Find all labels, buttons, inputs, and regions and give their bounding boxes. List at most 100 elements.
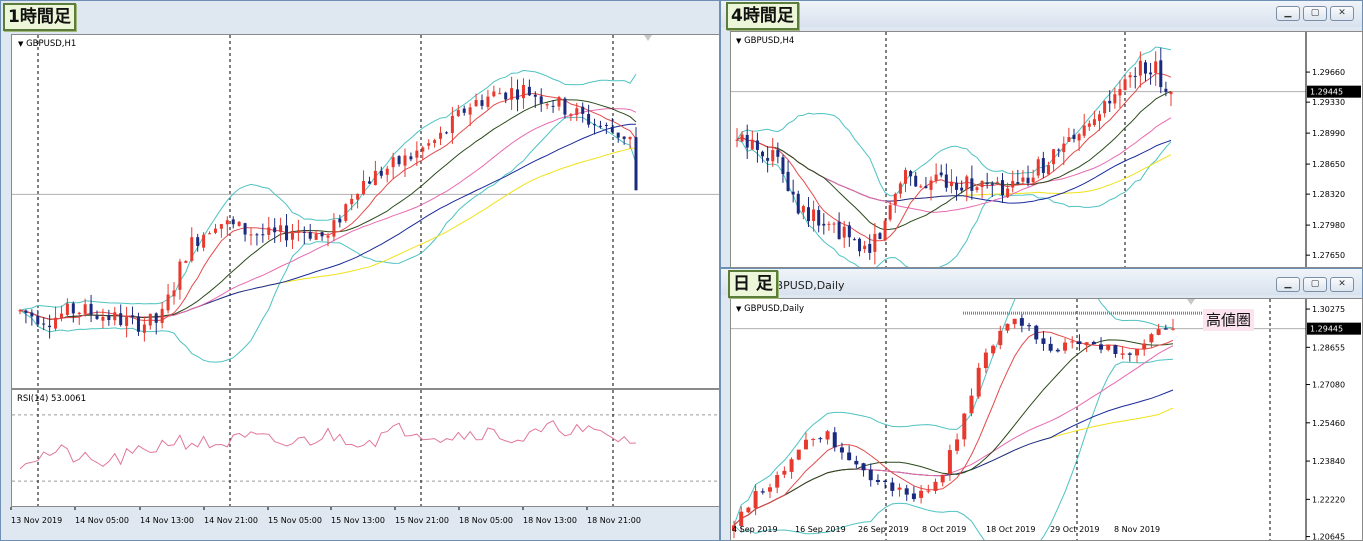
daily-candle-body <box>890 482 895 491</box>
maximize-icon[interactable]: ▢ <box>1303 277 1327 292</box>
h1-candle-body <box>545 104 549 106</box>
close-icon[interactable]: ✕ <box>1330 277 1354 292</box>
h1-candle-body <box>533 94 537 97</box>
daily-candle-body <box>811 438 816 440</box>
h4-candle-body <box>1143 62 1147 74</box>
h1-candle-body <box>539 96 543 104</box>
h4-candle-body <box>893 193 897 205</box>
daily-candle-body <box>1106 344 1111 350</box>
daily-candle-body <box>760 491 765 493</box>
h4-candle-body <box>822 223 826 226</box>
h4-candle-body <box>965 176 969 190</box>
h4-candle-body <box>944 174 948 188</box>
daily-candle-body <box>782 470 787 475</box>
h1-candle-body <box>450 115 454 134</box>
h4-title-bar[interactable]: ▁ ▢ ✕ <box>721 1 1362 27</box>
h1-candle-body <box>213 228 217 233</box>
daily-candle-body <box>796 449 801 460</box>
h4-candle-body <box>740 134 744 142</box>
h1-candle-body <box>279 225 283 233</box>
h1-candle-body <box>125 317 129 326</box>
h1-price-chart[interactable]: ▼ GBPUSD,H1 <box>11 34 720 389</box>
h4-candle-body <box>903 170 907 184</box>
daily-candle-body <box>1027 325 1032 327</box>
daily-candle-body <box>1163 328 1168 330</box>
daily-candle-body <box>1077 341 1082 345</box>
h4-candle-body <box>1092 119 1096 126</box>
daily-title-bar[interactable]: GBPUSD,Daily ▁ ▢ ✕ <box>721 269 1362 295</box>
h4-candle-body <box>761 151 765 157</box>
daily-candle-body <box>739 511 744 526</box>
dropdown-arrow-icon[interactable]: ▼ <box>18 40 24 48</box>
daily-candle-body <box>1171 328 1175 330</box>
h4-candle-body <box>1087 123 1091 127</box>
h1-candle-body <box>148 313 152 326</box>
h1-candle-body <box>521 84 525 99</box>
h1-candle-body <box>225 220 229 225</box>
daily-candle-body <box>861 463 866 471</box>
daily-price-chart[interactable]: 1.30275 1.28655 1.27080 1.25460 1.23840 1.222… <box>730 298 1363 541</box>
h4-candle-body <box>919 186 923 188</box>
h4-current-price-label: 1.29445 <box>1310 88 1343 97</box>
h1-candle-body <box>427 143 431 146</box>
h1-candle-body <box>243 223 247 235</box>
h4-candle-body <box>1046 165 1050 175</box>
h4-candle-body <box>796 193 800 214</box>
maximize-icon[interactable]: ▢ <box>1303 6 1327 21</box>
h1-candle-body <box>42 323 46 325</box>
daily-candle-body <box>1084 342 1089 346</box>
minimize-icon[interactable]: ▁ <box>1276 277 1300 292</box>
h1-candle-body <box>113 312 117 321</box>
h4-candle-body <box>786 171 790 191</box>
h1-candle-body <box>166 294 170 311</box>
h1-candle-body <box>54 317 58 329</box>
h4-candle-body <box>888 205 892 220</box>
h4-current-price-box <box>1307 85 1361 98</box>
h1-candle-body <box>136 316 140 332</box>
h1-candle-body <box>208 233 212 235</box>
h4-candle-body <box>975 187 979 190</box>
h4-candle-body <box>842 226 846 238</box>
h4-price-tick-label: 1.28320 <box>1312 190 1345 199</box>
daily-candle-body <box>962 413 967 440</box>
h4-candle-body <box>817 210 821 226</box>
dropdown-arrow-icon[interactable]: ▼ <box>736 305 742 313</box>
dropdown-arrow-icon[interactable]: ▼ <box>736 37 742 45</box>
daily-candle-body <box>1012 318 1017 325</box>
daily-candle-body <box>803 439 808 450</box>
h4-price-tick-label: 1.27650 <box>1312 251 1345 260</box>
h1-rsi-panel[interactable]: RSI(14) 53.0061 <box>11 389 720 507</box>
h1-candle-body <box>367 181 371 184</box>
h4-candle-body <box>1016 182 1020 184</box>
daily-time-axis: 4 Sep 2019 16 Sep 2019 26 Sep 2019 8 Oct 20… <box>732 525 1160 534</box>
h4-candle-body <box>1164 88 1168 92</box>
daily-time-tick-label: 26 Sep 2019 <box>858 525 909 534</box>
h4-candle-body <box>735 139 739 141</box>
h4-candle-body <box>1118 89 1122 96</box>
daily-candle-body <box>847 452 852 461</box>
daily-candle-body <box>1005 323 1010 331</box>
h1-symbol-label: GBPUSD,H1 <box>26 39 77 49</box>
h1-candle-body <box>107 314 111 320</box>
h4-candle-body <box>827 223 831 225</box>
h1-candle-body <box>18 310 22 312</box>
h1-candle-body <box>267 227 271 235</box>
daily-candle-body <box>933 481 938 491</box>
close-icon[interactable]: ✕ <box>1330 6 1354 21</box>
h1-candle-body <box>622 136 626 139</box>
h1-candle-body <box>237 221 241 226</box>
minimize-icon[interactable]: ▁ <box>1276 6 1300 21</box>
h4-candle-body <box>806 207 810 222</box>
daily-price-tick-label: 1.27080 <box>1312 381 1345 390</box>
daily-chart-window: GBPUSD,Daily ▁ ▢ ✕ 1.30275 1.28655 1.27080… <box>720 268 1363 541</box>
h1-candle-body <box>486 96 490 107</box>
h1-time-tick-label: 18 Nov 13:00 <box>523 516 577 525</box>
daily-candle-body <box>825 431 830 440</box>
daily-candle-body <box>926 490 931 492</box>
h1-candle-body <box>391 157 395 168</box>
h4-chart-title: ▼ GBPUSD,H4 <box>736 36 794 46</box>
h1-price-svg <box>12 35 719 388</box>
h4-price-chart[interactable]: 1.29660 1.29330 1.28990 1.28650 1.28320 1.279… <box>730 31 1363 268</box>
h1-candle-body <box>356 194 360 200</box>
h1-chart-title: ▼ GBPUSD,H1 <box>18 39 76 49</box>
